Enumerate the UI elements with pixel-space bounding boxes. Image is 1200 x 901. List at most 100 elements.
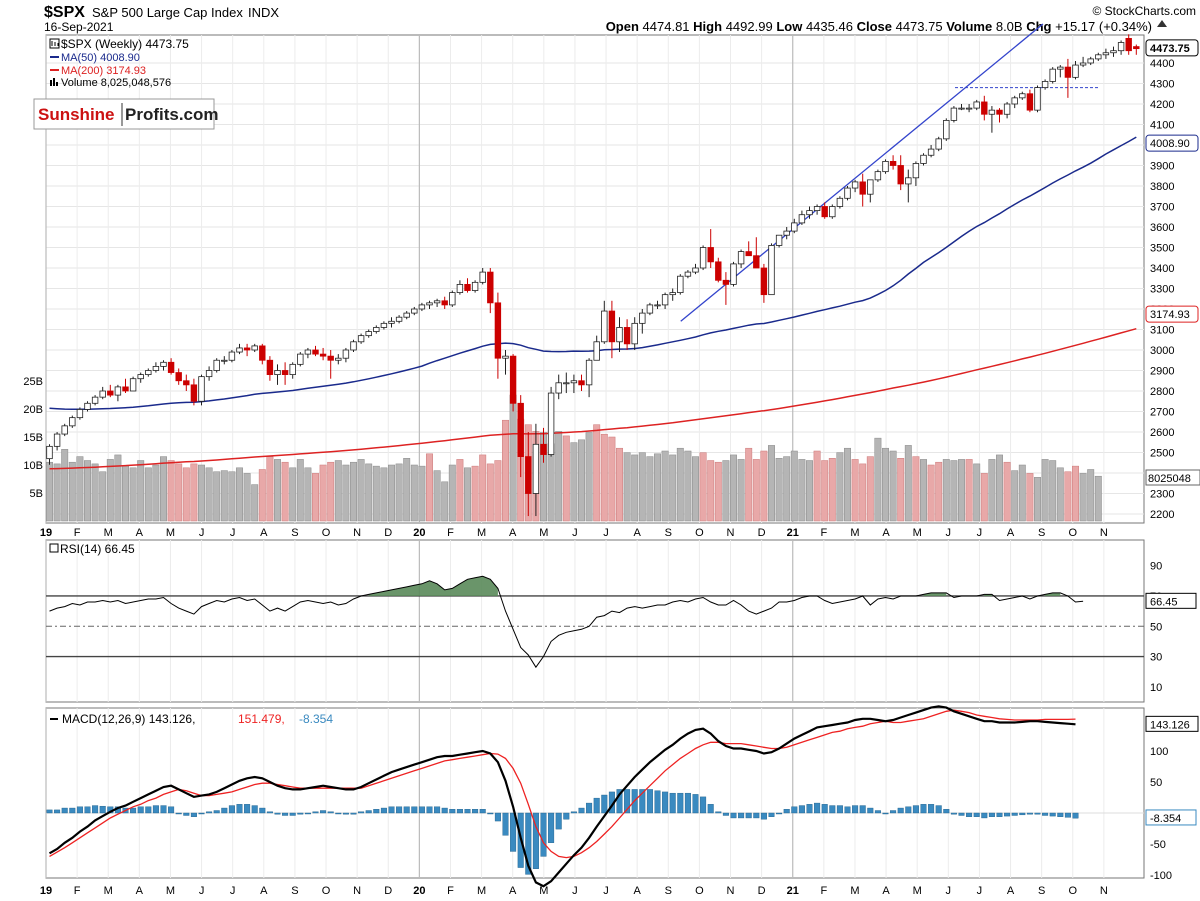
candle-body — [859, 181, 866, 195]
macd-histogram-bar — [99, 805, 106, 814]
time-tick-label: M — [850, 527, 859, 539]
macd-histogram-bar — [646, 789, 653, 814]
candle-body — [449, 292, 456, 306]
macd-histogram-bar — [1049, 812, 1056, 817]
macd-histogram-bar — [912, 805, 919, 814]
macd-histogram-bar — [722, 812, 729, 816]
volume-bar — [1072, 465, 1079, 522]
volume-bar — [236, 467, 243, 522]
volume-last-label: 8025048 — [1148, 473, 1191, 485]
candle-body — [806, 210, 813, 216]
axis-labels: 2200230024002500260027002800290030003100… — [23, 39, 1200, 897]
candle-body — [889, 160, 897, 166]
source-credit[interactable]: © StockCharts.com — [1092, 4, 1196, 18]
volume-bar — [813, 450, 821, 522]
volume-bar — [213, 471, 221, 522]
price-tick-label: 4400 — [1150, 58, 1174, 70]
macd-histogram-bar — [814, 802, 821, 814]
volume-bar — [448, 464, 456, 522]
time-tick-label: M — [539, 885, 548, 897]
candle-body — [1003, 103, 1011, 115]
candle-body — [973, 101, 980, 109]
volume-bar — [866, 456, 874, 522]
macd-histogram-bar — [464, 809, 471, 814]
ma200-line — [49, 327, 1137, 470]
macd-histogram-bar — [760, 812, 767, 820]
volume-bar — [1034, 477, 1041, 522]
volume-bar — [904, 445, 912, 522]
macd-histogram-bar — [365, 810, 372, 814]
volume-bar — [357, 459, 365, 522]
volume-bar — [99, 471, 107, 522]
svg-text:Sunshine: Sunshine — [38, 105, 115, 124]
time-tick-label: A — [509, 527, 517, 539]
macd-histogram-bar — [206, 811, 213, 814]
macd-panel: MACD(12,26,9) 143.126, 151.479, -8.354 — [46, 705, 1144, 888]
candle-body — [829, 206, 836, 218]
volume-bars — [46, 394, 1102, 522]
volume-bar — [570, 442, 578, 522]
price-tick-label: 3100 — [1150, 325, 1174, 337]
macd-tick-label: -100 — [1150, 870, 1172, 882]
candle-body — [654, 304, 661, 307]
macd-histogram-bar — [297, 812, 304, 815]
macd-histogram-bar — [624, 789, 631, 814]
candle-body — [433, 300, 441, 304]
candle-body — [517, 402, 524, 457]
volume-bar — [388, 464, 395, 522]
volume-bar — [631, 454, 639, 522]
macd-legend-hist: -8.354 — [299, 712, 333, 726]
time-tick-label: S — [665, 527, 672, 539]
macd-histogram-bar — [555, 812, 562, 830]
candle-body — [677, 275, 684, 294]
candle-body — [1041, 81, 1049, 88]
volume-bar — [562, 435, 570, 522]
candle-body — [198, 376, 205, 402]
time-tick-label: O — [695, 885, 704, 897]
volume-bar — [844, 447, 851, 522]
macd-histogram-bar — [198, 812, 205, 815]
volume-bar — [281, 461, 289, 522]
volume-bar — [190, 463, 198, 522]
macd-histogram-bar — [874, 810, 881, 814]
candle-body — [958, 107, 965, 110]
macd-histogram-bar — [768, 812, 775, 817]
candle-body — [608, 310, 616, 343]
rsi-last-box — [1145, 592, 1197, 609]
volume-bar — [836, 452, 844, 522]
time-tick-label: M — [166, 885, 175, 897]
macd-histogram-bar — [327, 811, 334, 814]
macd-histogram-bar — [1057, 812, 1064, 817]
time-tick-label: F — [820, 885, 827, 897]
volume-bar — [220, 470, 228, 522]
candle-body — [821, 206, 828, 218]
time-tick-label: D — [384, 527, 392, 539]
time-tick-label: J — [977, 527, 983, 539]
candle-body — [623, 327, 631, 345]
macd-histogram-bar — [684, 792, 691, 814]
volume-bar — [91, 463, 99, 522]
candle-body — [183, 380, 190, 386]
macd-histogram-bar — [859, 805, 866, 814]
candle-body — [935, 138, 942, 150]
macd-histogram-bar — [266, 811, 273, 814]
volume-bar — [821, 460, 829, 522]
price-tick-label: 4300 — [1150, 79, 1174, 91]
candle-body — [304, 349, 312, 355]
candle-body — [851, 181, 859, 189]
time-tick-label: A — [260, 527, 268, 539]
macd-histogram-bar — [905, 806, 912, 814]
macd-tick-label: 50 — [1150, 777, 1162, 789]
candle-body — [53, 433, 61, 447]
time-tick-label: F — [447, 885, 454, 897]
time-tick-label: N — [353, 885, 361, 897]
chart-ticker: $SPX — [44, 4, 85, 21]
price-tick-label: 4200 — [1150, 99, 1174, 111]
time-tick-label: O — [1068, 527, 1077, 539]
macd-histogram-bar — [92, 805, 99, 814]
macd-histogram-bar — [244, 804, 251, 814]
candle-body — [175, 372, 182, 382]
macd-histogram-bar — [228, 805, 235, 814]
volume-bar — [509, 394, 517, 522]
volume-bar — [137, 460, 145, 522]
